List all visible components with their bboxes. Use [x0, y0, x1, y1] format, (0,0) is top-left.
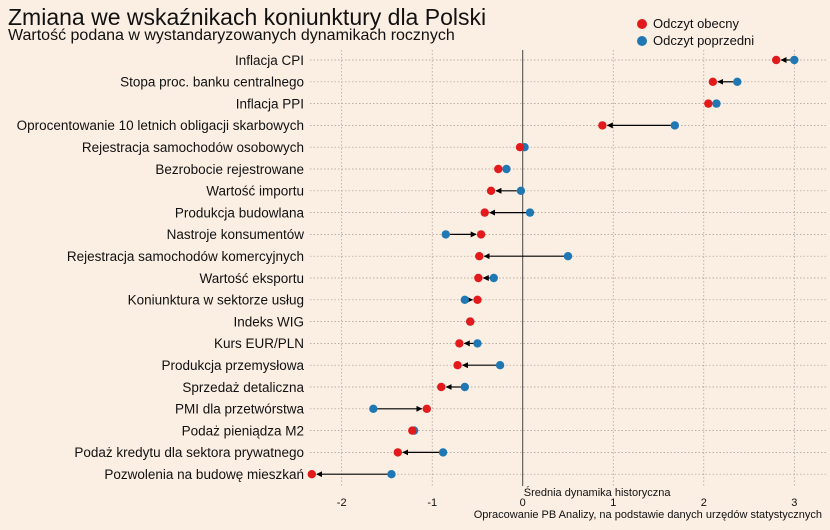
category-label: Produkcja przemysłowa: [161, 358, 304, 373]
grid: [310, 50, 826, 486]
category-label: Kurs EUR/PLN: [214, 336, 304, 351]
category-label: Podaż kredytu dla sektora prywatnego: [74, 445, 304, 460]
point-current: [494, 164, 503, 174]
point-current: [476, 230, 486, 239]
x-tick-label: 1: [610, 497, 616, 509]
point-previous: [441, 230, 450, 239]
x-tick-label: 2: [701, 497, 707, 509]
point-previous: [438, 448, 448, 457]
category-label: Inflacja PPI: [236, 96, 304, 111]
point-current: [486, 186, 496, 195]
reference-line-group: Średnia dynamika historyczna: [522, 50, 672, 499]
chart-subtitle: Wartość podana w wystandaryzowanych dyna…: [8, 27, 455, 44]
x-tick-label: 3: [791, 497, 797, 509]
category-label: Pozwolenia na budowę mieszkań: [104, 467, 304, 482]
point-current: [453, 361, 462, 370]
legend-item-current: Odczyt obecny: [637, 15, 754, 32]
legend: Odczyt obecny Odczyt poprzedni: [637, 15, 754, 49]
point-previous: [387, 470, 396, 479]
point-current: [307, 470, 317, 479]
point-current: [455, 339, 464, 348]
point-previous: [733, 77, 742, 87]
change-arrows: [316, 57, 791, 478]
point-previous: [670, 121, 680, 130]
point-current: [475, 252, 484, 261]
point-previous: [516, 186, 526, 195]
point-previous: [525, 208, 535, 217]
point-previous: [790, 55, 799, 65]
category-label: Oprocentowanie 10 letnich obligacji skar…: [17, 118, 304, 133]
point-previous: [473, 339, 482, 348]
point-current: [704, 99, 713, 108]
data-points: [307, 55, 799, 479]
point-previous: [502, 164, 511, 174]
category-labels: Inflacja CPI Stopa proc. banku centralneg…: [17, 53, 305, 482]
chart-title: Zmiana we wskaźnikach koniunktury dla Po…: [8, 4, 487, 30]
point-previous: [495, 361, 505, 370]
point-previous: [460, 295, 469, 304]
category-label: Wartość eksportu: [199, 271, 304, 286]
category-label: PMI dla przetwórstwa: [175, 402, 305, 417]
category-label: Produkcja budowlana: [175, 205, 305, 220]
point-current: [473, 295, 482, 304]
reference-line-label: Średnia dynamika historyczna: [524, 486, 672, 499]
legend-item-previous: Odczyt poprzedni: [637, 32, 754, 49]
point-current: [474, 273, 483, 283]
legend-label-previous: Odczyt poprzedni: [653, 33, 755, 48]
category-label: Bezrobocie rejestrowane: [155, 162, 304, 177]
category-label: Podaż pieniądza M2: [182, 423, 304, 438]
category-label: Sprzedaż detaliczna: [182, 380, 304, 395]
legend-swatch-previous: [637, 35, 647, 46]
source-caption: Opracowanie PB Analizy, na podstawie dan…: [473, 509, 822, 521]
point-current: [422, 404, 431, 413]
category-label: Stopa proc. banku centralnego: [120, 75, 304, 90]
point-current: [708, 77, 718, 87]
category-label: Nastroje konsumentów: [167, 227, 305, 242]
point-current: [393, 448, 403, 457]
category-label: Indeks WIG: [233, 314, 304, 329]
point-previous: [460, 382, 469, 392]
legend-swatch-current: [637, 18, 647, 29]
point-current: [480, 208, 489, 217]
x-tick-label: -2: [337, 497, 347, 509]
category-label: Wartość importu: [206, 184, 304, 199]
x-tick-label: 0: [520, 497, 526, 509]
point-previous: [712, 99, 721, 108]
category-label: Rejestracja samochodów komercyjnych: [67, 249, 304, 264]
point-previous: [489, 273, 498, 283]
point-previous: [369, 404, 378, 413]
x-tick-label: -1: [427, 497, 437, 509]
point-previous: [563, 252, 573, 261]
x-axis-ticks: -2 -1 0 1 2 3: [337, 497, 798, 509]
point-current: [515, 143, 525, 152]
category-label: Inflacja CPI: [235, 53, 304, 68]
point-current: [466, 317, 475, 326]
legend-label-current: Odczyt obecny: [653, 16, 739, 31]
point-current: [437, 382, 446, 392]
category-label: Rejestracja samochodów osobowych: [82, 140, 304, 155]
point-current: [408, 426, 417, 435]
point-current: [772, 55, 781, 65]
point-current: [598, 121, 607, 130]
category-label: Koniunktura w sektorze usług: [128, 293, 304, 308]
